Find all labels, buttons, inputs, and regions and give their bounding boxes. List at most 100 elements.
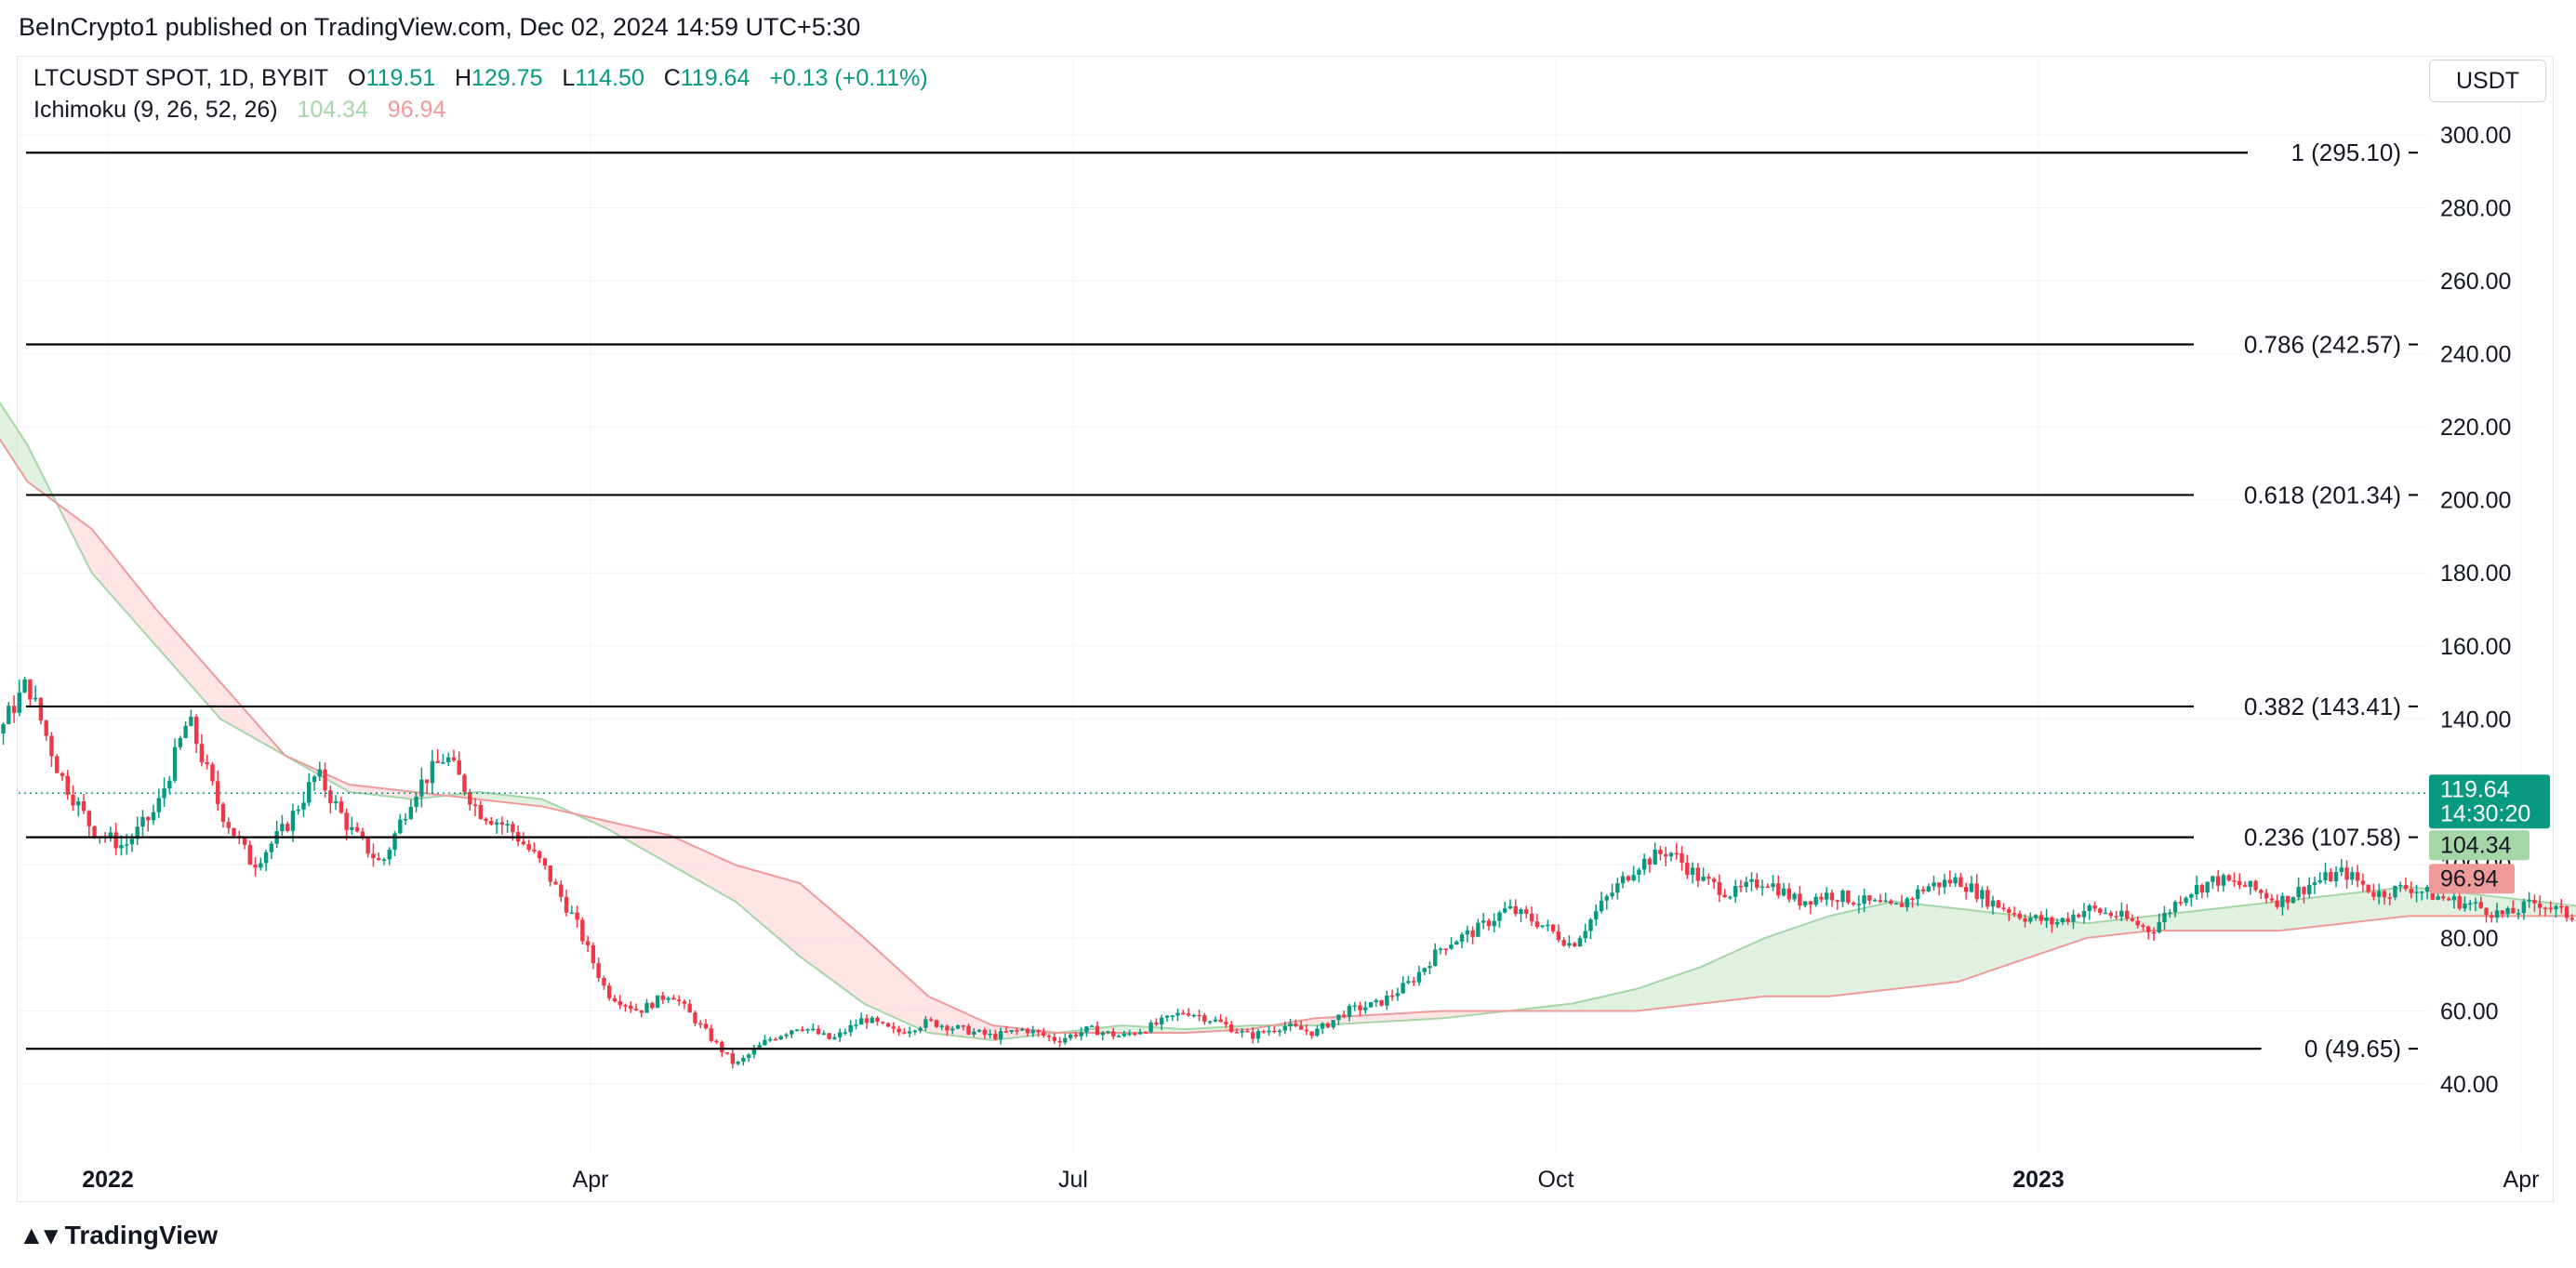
cloud-segment [2529,900,2533,917]
brand-name: TradingView [64,1220,219,1249]
cloud-segment [2026,916,2031,958]
cloud-segment [1007,1026,1011,1039]
cloud-segment [662,834,667,863]
cloud-segment [2184,911,2188,931]
cloud-segment [2004,914,2009,966]
cloud-segment [221,684,226,722]
cloud-segment [1554,1005,1558,1011]
indicator-legend[interactable]: Ichimoku (9, 26, 52, 26) 104.34 96.94 [33,97,445,124]
candle-body [1749,878,1754,882]
cloud-segment [1889,902,1892,990]
candle-body [140,816,145,827]
candle-body [2527,900,2531,902]
cloud-segment [1843,912,1848,995]
cloud-segment [769,874,773,933]
candle-body [81,800,86,812]
cloud-segment [920,988,924,1031]
candle-body [468,792,472,805]
candle-body [183,725,188,738]
cloud-segment [1354,1015,1359,1024]
cloud-segment [2284,900,2289,931]
candle-body [1202,1015,1207,1023]
candle-body [242,838,247,845]
candle-body [2211,876,2215,882]
currency-button[interactable]: USDT [2429,59,2546,102]
cloud-segment [1663,978,1667,1009]
symbol-legend[interactable]: LTCUSDT SPOT, 1D, BYBIT O119.51 H129.75 … [33,65,928,92]
cloud-segment [128,575,132,619]
cloud-segment [737,865,740,906]
candle-body [210,764,215,782]
cloud-segment [1824,916,1828,997]
cloud-segment [2143,916,2146,932]
candle-body [1980,890,1985,900]
candle-body [445,757,451,762]
cloud-segment [2065,920,2069,945]
cloud-segment [1361,1015,1365,1024]
cloud-segment [930,997,934,1034]
cloud-segment [257,724,261,742]
candle-body [816,1028,821,1035]
cloud-segment [2062,920,2066,946]
candle-body [2376,891,2382,897]
cloud-segment [1746,944,1751,998]
chart-frame[interactable] [17,56,2554,1202]
cloud-segment [109,550,113,597]
candle-body [993,1033,998,1039]
candle-body [1063,1037,1068,1043]
indicator-value-1: 104.34 [297,97,368,123]
cloud-segment [0,403,4,445]
cloud-segment [2068,921,2073,944]
candle-body [1926,886,1931,892]
cloud-segment [2551,903,2556,917]
cloud-segment [1847,911,1851,995]
candle-body [392,833,397,851]
cloud-segment [1708,961,1712,1003]
fib-level-label: 0.786 (242.57) [2244,331,2401,359]
cloud-segment [527,797,531,806]
cloud-segment [2271,902,2276,931]
cloud-segment [183,640,187,681]
candle-body [253,865,258,868]
candle-body [1626,876,1631,881]
cloud-segment [1627,990,1632,1011]
cloud-segment [1306,1019,1310,1026]
candle-body [1003,1031,1009,1033]
cloud-segment [807,890,812,965]
candle-body [2077,914,2081,918]
cloud-segment [501,794,506,803]
candle-body [724,1052,730,1054]
fibonacci-levels[interactable]: 1 (295.10) 0.786 (242.57) 0.618 (201.34) 0.… [26,139,2418,1063]
candle-body [1422,968,1427,972]
symbol-name[interactable]: LTCUSDT SPOT, 1D, BYBIT [33,65,329,91]
candle-body [11,706,17,713]
candle-body [2355,872,2360,881]
cloud-segment [2123,918,2128,934]
candle-body [1947,879,1953,884]
cloud-segment [752,869,757,919]
candle-body [848,1024,853,1033]
cloud-segment [489,793,493,801]
candle-body [2403,884,2409,890]
candle-body [1401,983,1405,994]
y-tick-label: 160.00 [2440,634,2511,660]
cloud-segment [514,796,519,804]
cloud-segment [135,583,139,627]
candle-body [216,781,220,804]
candle-body [7,706,11,724]
candle-body [1111,1031,1116,1037]
candle-body [28,679,33,700]
candle-body [1668,852,1674,857]
cloud-segment [89,527,94,575]
cloud-segment [2403,887,2408,917]
indicator-name[interactable]: Ichimoku (9, 26, 52, 26) [33,97,278,123]
cloud-segment [2075,921,2079,943]
tradingview-logo[interactable]: ▲▾ TradingView [19,1220,218,1250]
cloud-segment [798,882,802,958]
candle-body [1599,900,1604,912]
cloud-segment [2011,914,2015,964]
cloud-segment [215,677,219,718]
candle-body [419,779,424,797]
cloud-segment [2152,915,2157,931]
